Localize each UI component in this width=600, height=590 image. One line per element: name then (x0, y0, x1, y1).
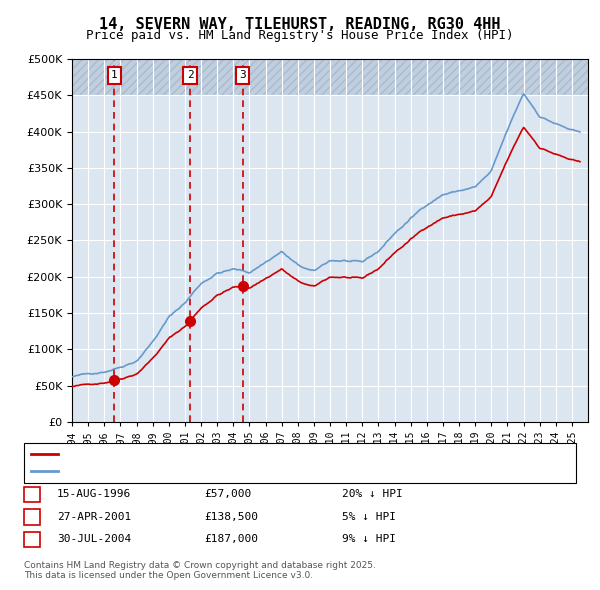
Text: 20% ↓ HPI: 20% ↓ HPI (342, 490, 403, 499)
Text: 5% ↓ HPI: 5% ↓ HPI (342, 512, 396, 522)
Text: £138,500: £138,500 (204, 512, 258, 522)
Text: 9% ↓ HPI: 9% ↓ HPI (342, 535, 396, 544)
Text: £57,000: £57,000 (204, 490, 251, 499)
Text: This data is licensed under the Open Government Licence v3.0.: This data is licensed under the Open Gov… (24, 571, 313, 580)
Text: Price paid vs. HM Land Registry's House Price Index (HPI): Price paid vs. HM Land Registry's House … (86, 30, 514, 42)
Text: 1: 1 (28, 490, 35, 499)
Text: 3: 3 (28, 535, 35, 544)
Text: 27-APR-2001: 27-APR-2001 (57, 512, 131, 522)
Text: 14, SEVERN WAY, TILEHURST, READING, RG30 4HH (semi-detached house): 14, SEVERN WAY, TILEHURST, READING, RG30… (62, 449, 475, 459)
Text: 3: 3 (239, 70, 246, 80)
Text: £187,000: £187,000 (204, 535, 258, 544)
Text: Contains HM Land Registry data © Crown copyright and database right 2025.: Contains HM Land Registry data © Crown c… (24, 560, 376, 569)
Text: 30-JUL-2004: 30-JUL-2004 (57, 535, 131, 544)
Bar (72, 59, 588, 96)
Text: HPI: Average price, semi-detached house, Reading: HPI: Average price, semi-detached house,… (62, 466, 362, 476)
Text: 2: 2 (28, 512, 35, 522)
Text: 15-AUG-1996: 15-AUG-1996 (57, 490, 131, 499)
Text: 1: 1 (111, 70, 118, 80)
Text: 2: 2 (187, 70, 193, 80)
Text: 14, SEVERN WAY, TILEHURST, READING, RG30 4HH: 14, SEVERN WAY, TILEHURST, READING, RG30… (99, 17, 501, 31)
